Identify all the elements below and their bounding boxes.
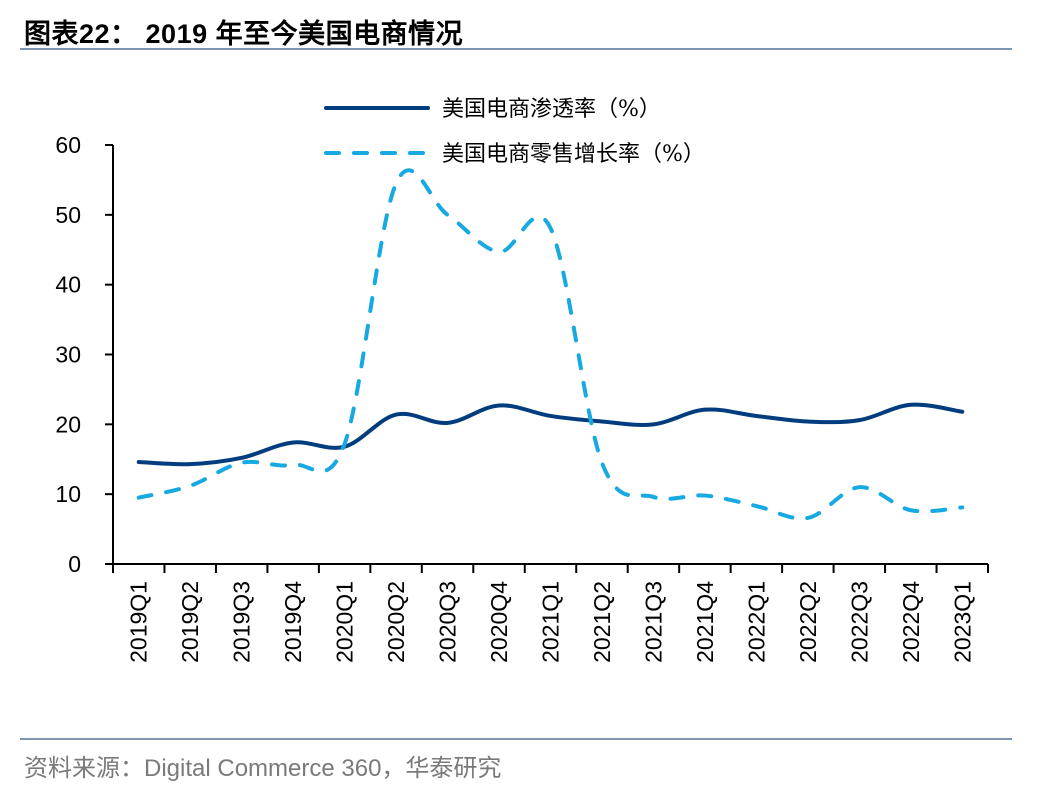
axes — [105, 145, 988, 565]
x-axis-ticks: 2019Q1 2019Q2 2019Q3 2019Q4 2020Q1 2020Q2 2020… — [112, 564, 989, 663]
legend: 美国电商渗透率（%） 美国电商零售增长率（%） — [324, 97, 705, 167]
y-tick-label: 20 — [55, 411, 81, 437]
chart-title: 图表22： 2019 年至今美国电商情况 — [24, 19, 464, 49]
legend-label: 美国电商渗透率（%） — [442, 97, 661, 122]
x-tick-label: 2022Q4 — [898, 581, 924, 663]
x-tick-label: 2022Q3 — [846, 581, 872, 663]
y-tick-label: 50 — [55, 202, 81, 228]
x-tick-label: 2019Q1 — [126, 581, 152, 663]
series-line-penetration-rate — [136, 402, 965, 467]
series-lines — [136, 168, 965, 521]
y-tick-label: 60 — [55, 132, 81, 158]
x-tick-label: 2023Q1 — [949, 581, 975, 663]
x-tick-label: 2021Q1 — [538, 581, 564, 663]
x-tick-label: 2021Q3 — [640, 581, 666, 663]
source-note: 资料来源：Digital Commerce 360，华泰研究 — [24, 755, 502, 782]
x-tick-label: 2020Q4 — [486, 581, 512, 663]
footer-divider — [20, 738, 1012, 740]
y-tick-label: 30 — [55, 342, 81, 368]
y-axis-ticks: 0 10 20 30 40 50 60 — [55, 132, 113, 577]
x-tick-label: 2022Q1 — [743, 581, 769, 663]
x-tick-label: 2019Q4 — [280, 581, 306, 663]
title-divider — [20, 48, 1012, 50]
x-tick-label: 2021Q2 — [589, 581, 615, 663]
y-tick-label: 10 — [55, 481, 81, 507]
x-tick-label: 2022Q2 — [795, 581, 821, 663]
x-tick-label: 2019Q3 — [229, 581, 255, 663]
x-tick-label: 2021Q4 — [692, 581, 718, 663]
y-tick-label: 40 — [55, 272, 81, 298]
series-line-retail-growth-rate — [136, 168, 965, 521]
y-tick-label: 0 — [68, 551, 81, 577]
x-tick-label: 2020Q3 — [435, 581, 461, 663]
x-tick-label: 2020Q2 — [383, 581, 409, 663]
x-tick-label: 2019Q2 — [177, 581, 203, 663]
x-tick-label: 2020Q1 — [332, 581, 358, 663]
legend-label: 美国电商零售增长率（%） — [442, 142, 705, 167]
